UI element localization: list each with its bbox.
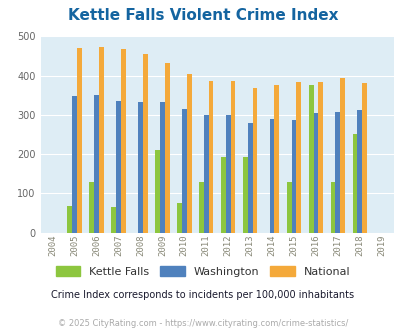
Bar — [99, 47, 104, 233]
Bar — [94, 95, 99, 233]
Bar — [186, 74, 191, 233]
Bar — [208, 81, 213, 233]
Bar — [143, 54, 147, 233]
Bar — [356, 110, 361, 233]
Bar — [318, 82, 322, 233]
Bar — [291, 120, 296, 233]
Bar — [203, 115, 208, 233]
Text: Crime Index corresponds to incidents per 100,000 inhabitants: Crime Index corresponds to incidents per… — [51, 290, 354, 300]
Bar — [339, 78, 344, 233]
Text: © 2025 CityRating.com - https://www.cityrating.com/crime-statistics/: © 2025 CityRating.com - https://www.city… — [58, 319, 347, 328]
Bar — [121, 49, 126, 233]
Bar — [111, 207, 116, 233]
Bar — [330, 182, 335, 233]
Bar — [72, 96, 77, 233]
Bar — [164, 63, 169, 233]
Bar — [116, 101, 121, 233]
Bar — [361, 83, 366, 233]
Bar — [181, 109, 186, 233]
Bar — [225, 115, 230, 233]
Bar — [155, 150, 160, 233]
Bar — [230, 81, 235, 233]
Bar — [269, 119, 274, 233]
Bar — [286, 182, 291, 233]
Bar — [67, 206, 72, 233]
Bar — [138, 102, 143, 233]
Legend: Kettle Falls, Washington, National: Kettle Falls, Washington, National — [51, 261, 354, 281]
Bar — [335, 112, 339, 233]
Bar — [220, 157, 225, 233]
Bar — [274, 85, 279, 233]
Bar — [160, 102, 164, 233]
Bar — [313, 113, 318, 233]
Bar — [89, 182, 94, 233]
Bar — [177, 203, 181, 233]
Bar — [242, 157, 247, 233]
Text: Kettle Falls Violent Crime Index: Kettle Falls Violent Crime Index — [68, 8, 337, 23]
Bar — [308, 85, 313, 233]
Bar — [352, 135, 356, 233]
Bar — [198, 182, 203, 233]
Bar — [77, 49, 82, 233]
Bar — [252, 88, 257, 233]
Bar — [296, 82, 301, 233]
Bar — [247, 123, 252, 233]
